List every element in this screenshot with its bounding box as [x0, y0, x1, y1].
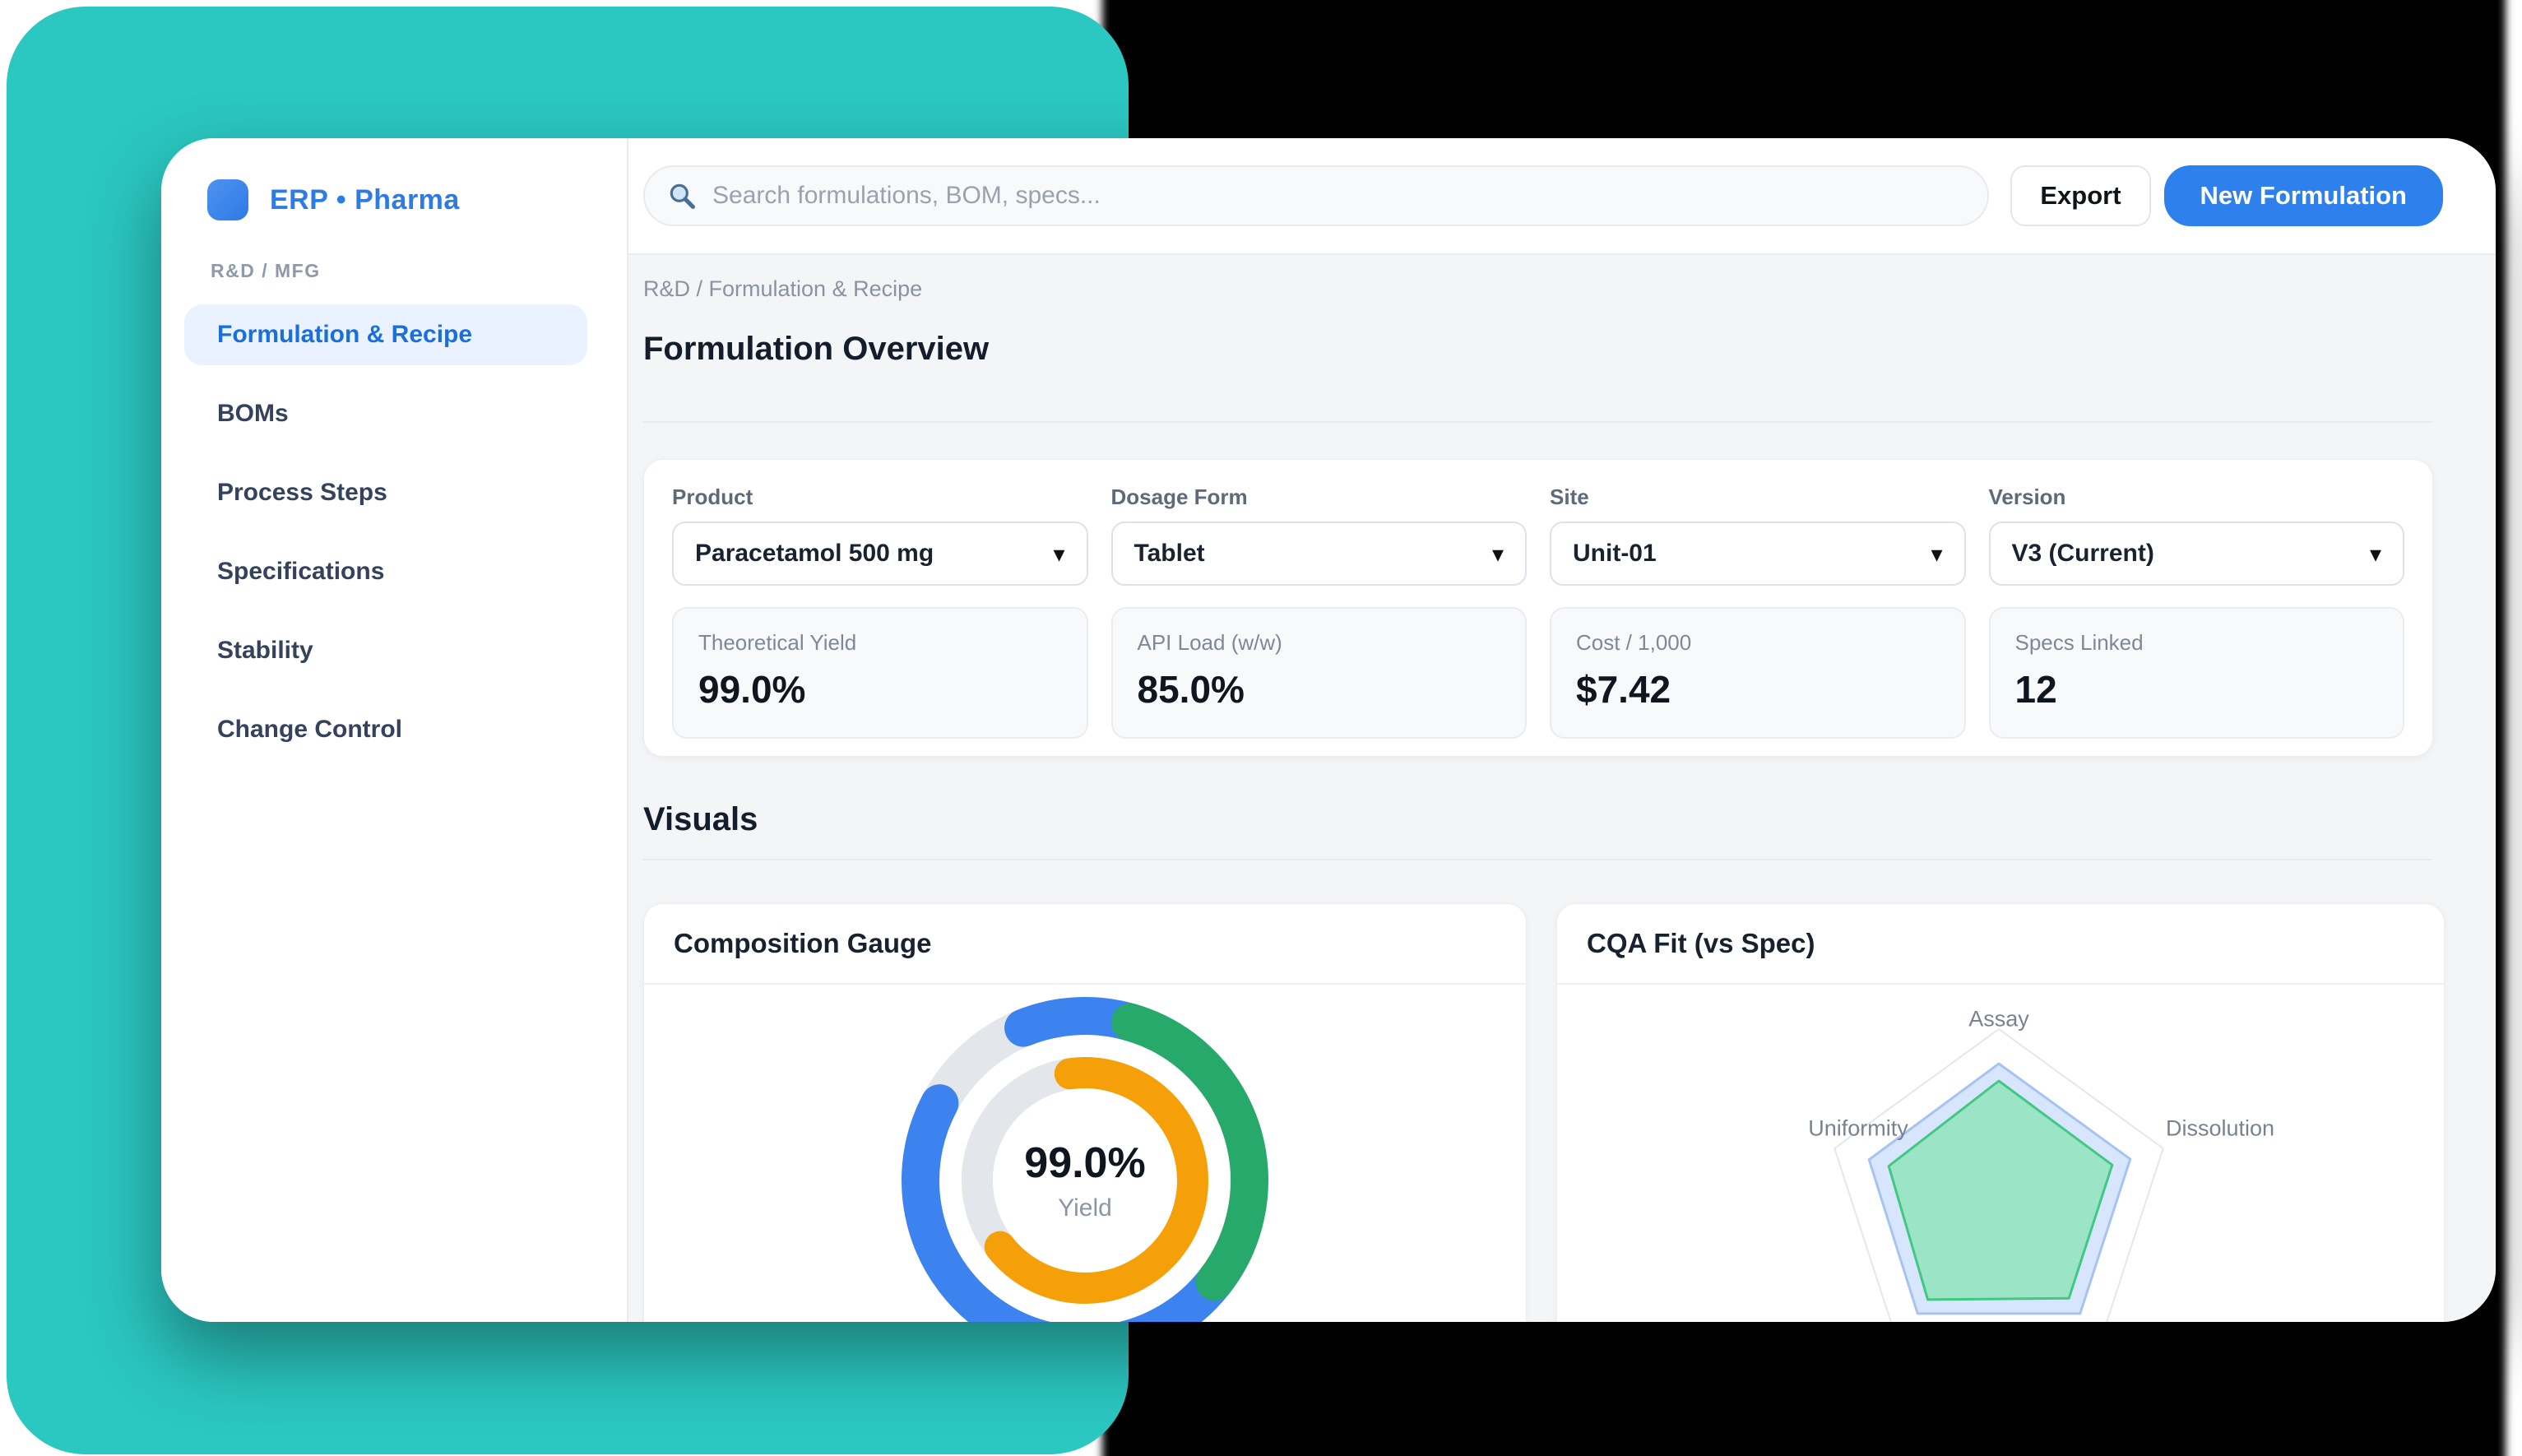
chevron-down-icon: ▾ — [2369, 540, 2381, 567]
visuals-title: Visuals — [643, 801, 758, 837]
export-button[interactable]: Export — [2010, 165, 2151, 226]
sidebar-section-label: R&D / MFG — [211, 260, 321, 281]
chevron-down-icon: ▾ — [1931, 540, 1943, 567]
chevron-down-icon: ▾ — [1491, 540, 1504, 567]
stat-theoretical-yield: Theoretical Yield 99.0% — [672, 607, 1088, 739]
site-select-value: Unit-01 — [1573, 540, 1657, 567]
radar-chart — [1834, 1028, 2164, 1322]
stat-label: API Load (w/w) — [1137, 630, 1282, 655]
stat-label: Specs Linked — [2014, 630, 2144, 655]
radar-axis-assay: Assay — [1968, 1006, 2029, 1032]
version-label: Version — [1988, 485, 2066, 509]
site-label: Site — [1550, 485, 1589, 509]
main-content: R&D / Formulation & Recipe Formulation O… — [628, 255, 2496, 1322]
sidebar-item-stability[interactable]: Stability — [217, 637, 313, 664]
composition-gauge-card: Composition Gauge 99.0% Yield — [643, 903, 1527, 1322]
stat-api-load: API Load (w/w) 85.0% — [1110, 607, 1527, 739]
stat-label: Cost / 1,000 — [1576, 630, 1692, 655]
overview-title: Formulation Overview — [643, 331, 990, 367]
sidebar: ERP • Pharma R&D / MFG Formulation & Rec… — [161, 138, 628, 1322]
chevron-down-icon: ▾ — [1053, 540, 1065, 567]
sidebar-nav: Formulation & Recipe BOMs Process Steps … — [184, 304, 587, 778]
radar-axis-uniformity: Uniformity — [1808, 1115, 1908, 1141]
field-grid: Product Paracetamol 500 mg ▾ Dosage Form… — [672, 485, 2404, 586]
app-logo: ERP • Pharma — [207, 179, 460, 220]
stat-value: 85.0% — [1137, 668, 1245, 711]
gauge-value: 99.0% — [1024, 1139, 1146, 1187]
site-select[interactable]: Unit-01 ▾ — [1550, 522, 1966, 586]
search-input-wrapper[interactable] — [643, 165, 1990, 226]
product-label: Product — [672, 485, 753, 509]
stat-value: $7.42 — [1576, 668, 1671, 711]
sidebar-item-boms[interactable]: BOMs — [217, 400, 289, 427]
version-select-value: V3 (Current) — [2011, 540, 2154, 567]
app-window: ERP • Pharma R&D / MFG Formulation & Rec… — [161, 138, 2496, 1322]
radar-axis-dissolution: Dissolution — [2165, 1115, 2275, 1141]
sidebar-item-formulation-recipe[interactable]: Formulation & Recipe — [184, 304, 587, 365]
formulation-form-card: Product Paracetamol 500 mg ▾ Dosage Form… — [643, 459, 2433, 757]
stat-cost-per-1000: Cost / 1,000 $7.42 — [1550, 607, 1966, 739]
field-product: Product Paracetamol 500 mg ▾ — [672, 485, 1088, 586]
search-input[interactable] — [712, 182, 1967, 210]
dosage-form-select[interactable]: Tablet ▾ — [1110, 522, 1527, 586]
cqa-fit-card: CQA Fit (vs Spec) Assay Dissolution Unif… — [1556, 903, 2445, 1322]
gauge-label: Yield — [1058, 1194, 1112, 1222]
product-select[interactable]: Paracetamol 500 mg ▾ — [672, 522, 1088, 586]
sidebar-item-change-control[interactable]: Change Control — [217, 716, 402, 743]
version-select[interactable]: V3 (Current) ▾ — [1988, 522, 2404, 586]
stat-value: 12 — [2014, 668, 2057, 711]
card-header: Composition Gauge — [644, 904, 1526, 985]
overview-divider — [643, 421, 2432, 423]
dosage-form-label: Dosage Form — [1110, 485, 1248, 509]
visuals-divider — [643, 859, 2432, 860]
stat-value: 99.0% — [698, 668, 806, 711]
stat-label: Theoretical Yield — [698, 630, 857, 655]
topbar: Export New Formulation — [628, 138, 2496, 255]
new-formulation-button[interactable]: New Formulation — [2163, 165, 2443, 226]
field-version: Version V3 (Current) ▾ — [1988, 485, 2404, 586]
magnifier-icon — [670, 183, 695, 209]
breadcrumb: R&D / Formulation & Recipe — [643, 276, 923, 301]
composition-gauge-title: Composition Gauge — [674, 928, 932, 958]
sidebar-item-specifications[interactable]: Specifications — [217, 558, 385, 585]
sidebar-item-process-steps[interactable]: Process Steps — [217, 479, 387, 506]
stat-tile-grid: Theoretical Yield 99.0% API Load (w/w) 8… — [672, 607, 2404, 739]
product-select-value: Paracetamol 500 mg — [695, 540, 934, 567]
card-header: CQA Fit (vs Spec) — [1557, 904, 2444, 985]
dosage-form-select-value: Tablet — [1134, 540, 1205, 567]
app-title: ERP • Pharma — [270, 183, 460, 216]
donut-chart — [902, 997, 1268, 1322]
cqa-fit-title: CQA Fit (vs Spec) — [1587, 928, 1815, 958]
field-site: Site Unit-01 ▾ — [1550, 485, 1966, 586]
field-dosage-form: Dosage Form Tablet ▾ — [1110, 485, 1527, 586]
app-logo-icon — [207, 179, 248, 220]
gauge-center-text: 99.0% Yield — [1024, 1138, 1145, 1222]
stat-specs-linked: Specs Linked 12 — [1988, 607, 2404, 739]
